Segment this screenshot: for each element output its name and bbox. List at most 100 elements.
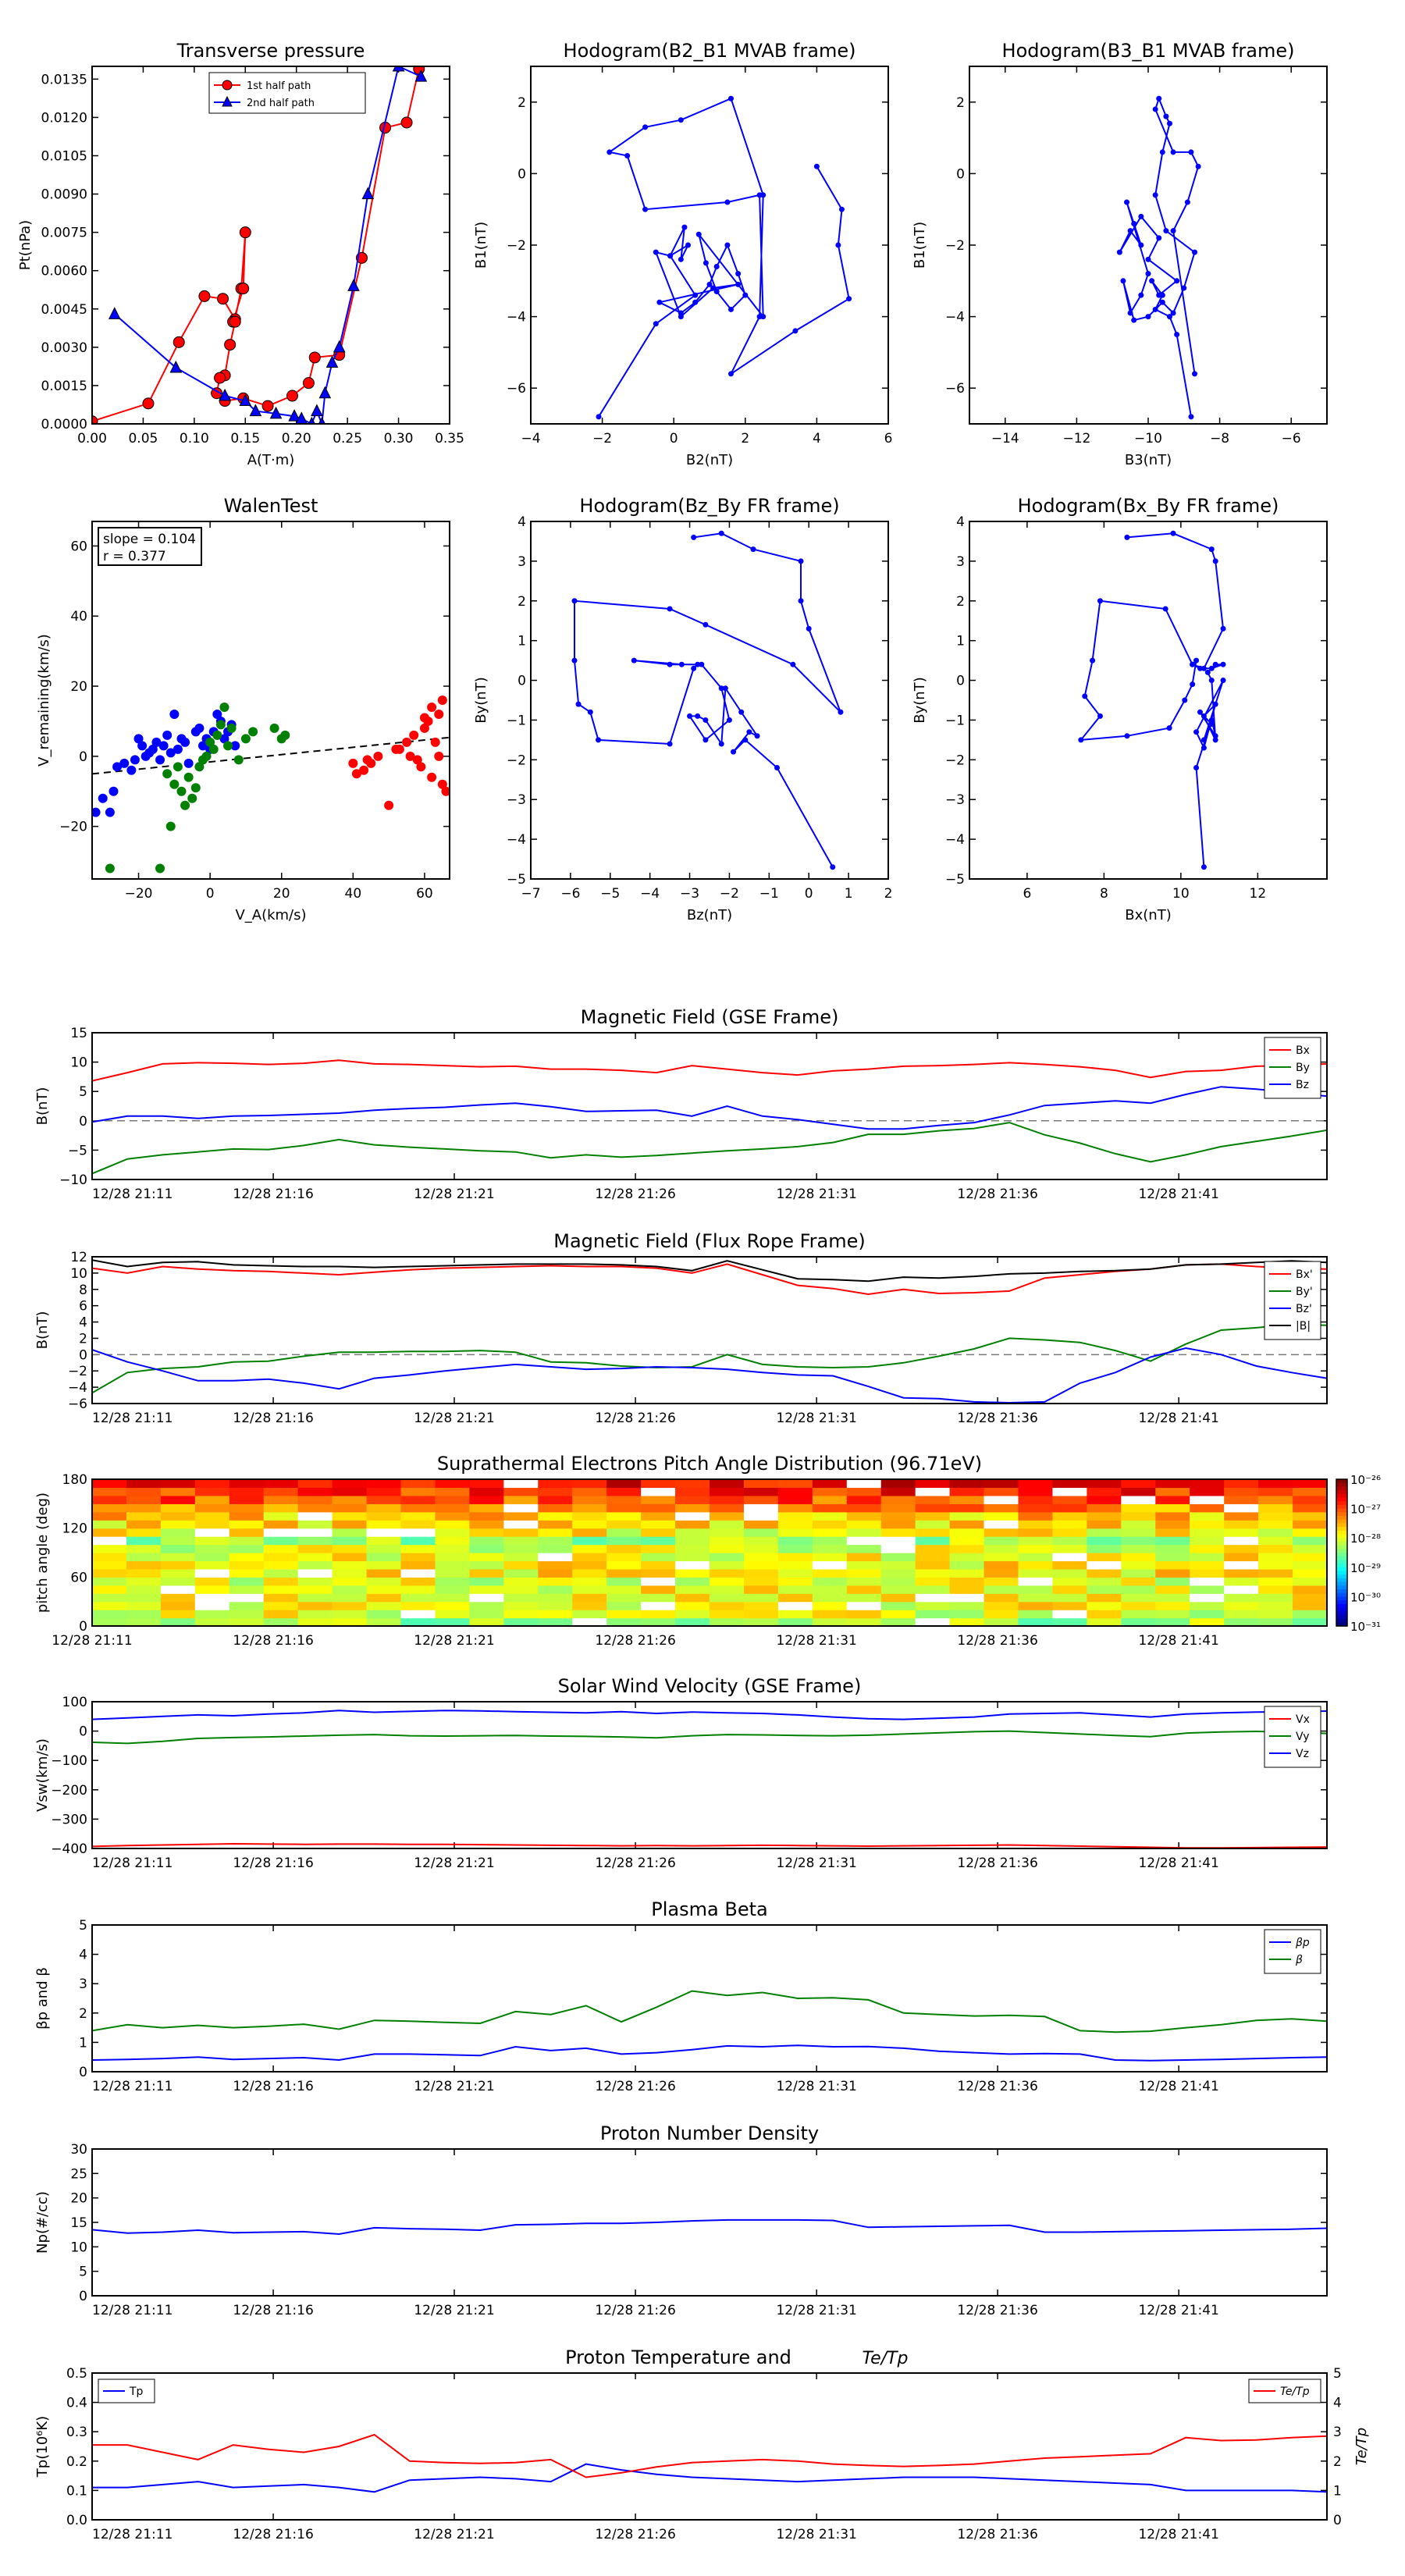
heatmap-cell [949,1610,985,1619]
heatmap-cell [1293,1577,1328,1586]
heatmap-cell [229,1553,265,1562]
heatmap-cell [743,1511,779,1521]
data-point [710,285,717,291]
scatter-point-blue [148,744,158,754]
heatmap-cell [1052,1568,1087,1578]
heatmap-cell [126,1479,162,1489]
heatmap-cell [366,1577,402,1586]
heatmap-cell [332,1544,368,1553]
x-tick-label: −1 [759,886,779,902]
y-tick-label: −4 [507,310,526,326]
scatter-point-green [201,751,212,761]
heatmap-cell [503,1610,539,1619]
heatmap-cell [984,1544,1019,1553]
scatter-point-green [165,821,176,831]
heatmap-cell [1224,1487,1259,1496]
x-tick-label: 12/28 21:26 [595,1411,675,1426]
scatter-point-red [434,709,444,719]
x-tick-label: 12/28 21:41 [1138,1633,1218,1649]
heatmap-cell [984,1601,1019,1610]
y-axis-label: Tp(10⁶K) [34,2416,51,2478]
x-tick-label: −14 [991,431,1019,447]
heatmap-cell [1190,1577,1225,1586]
scatter-point-red [366,758,376,768]
heatmap-cell [1018,1503,1054,1513]
y-tick-label: 0.0030 [41,340,87,356]
y-tick-label: −3 [507,792,526,808]
data-point [1220,678,1226,684]
data-point [1188,414,1194,420]
x-tick-label: 12/28 21:31 [776,2079,856,2094]
data-point [1204,669,1211,675]
heatmap-cell [1018,1560,1054,1570]
x-tick-label: −6 [560,886,580,902]
heatmap-cell [606,1593,642,1603]
scatter-point-red [348,758,358,768]
heatmap-cell [1087,1544,1122,1553]
data-point [1184,199,1190,205]
heatmap-cell [880,1553,916,1562]
data-point [1138,213,1144,219]
plot-frame [91,1256,1328,1404]
scatter-point-green [223,741,233,751]
y-tick-label: −3 [945,792,965,808]
heatmap-cell [229,1536,265,1546]
heatmap-cell [1052,1617,1087,1627]
data-point [1156,95,1162,101]
heatmap-cell [710,1544,745,1553]
heatmap-cell [641,1544,676,1553]
heatmap-cell [812,1503,848,1513]
x-axis-label: B2(nT) [686,452,733,468]
series-line-0 [92,2044,1327,2062]
heatmap-cell [400,1577,436,1586]
data-point [702,717,709,723]
y-tick-label: 0 [79,1724,87,1740]
data-point [1193,765,1200,771]
y-tick-label: 0.0105 [41,149,87,165]
x-tick-label: 12/28 21:31 [776,2527,856,2542]
scatter-point-green [190,783,201,793]
heatmap-cell [1052,1520,1087,1529]
heatmap-cell [812,1487,848,1496]
heatmap-cell [777,1528,813,1537]
heatmap-cell [435,1617,470,1627]
chart-title: Magnetic Field (Flux Rope Frame) [553,1230,865,1252]
data-point [1156,235,1162,241]
scatter-point-green [105,863,115,873]
heatmap-cell [710,1503,745,1513]
heatmap-cell [229,1560,265,1570]
heatmap-cell [366,1601,402,1610]
y-tick-label: 0 [79,1347,87,1363]
series-group [92,1059,1327,1175]
heatmap-cell [1052,1560,1087,1570]
heatmap-cell [1224,1577,1259,1586]
heatmap-cell [1293,1503,1328,1513]
data-point [392,66,405,72]
heatmap-cell [846,1544,882,1553]
heatmap-cell [1224,1495,1259,1504]
data-point [667,253,674,259]
heatmap-cell [641,1560,676,1570]
series-line-3 [92,1259,1327,1283]
heatmap-cell [366,1560,402,1570]
data-point [798,558,804,564]
heatmap-cell [503,1511,539,1521]
heatmap-cell [1121,1577,1156,1586]
heatmap-cell [1087,1577,1122,1586]
heatmap-cell [435,1503,470,1513]
x-tick-label: 12/28 21:26 [595,2079,675,2094]
series-line-0 [92,1842,1327,1848]
heatmap-cell [1087,1585,1122,1594]
heatmap-cell [812,1528,848,1537]
legend-label: Tp [129,2386,144,2398]
scatter-point-blue [98,793,108,803]
series-line-0 [92,2463,1327,2493]
y-tick-label: −2 [507,238,526,254]
data-point [1197,709,1203,715]
heatmap-cell [846,1577,882,1586]
heatmap-cell [846,1520,882,1529]
heatmap-cell [710,1487,745,1496]
data-point [695,713,701,719]
heatmap-cell [297,1479,333,1489]
heatmap-cell [160,1568,196,1578]
